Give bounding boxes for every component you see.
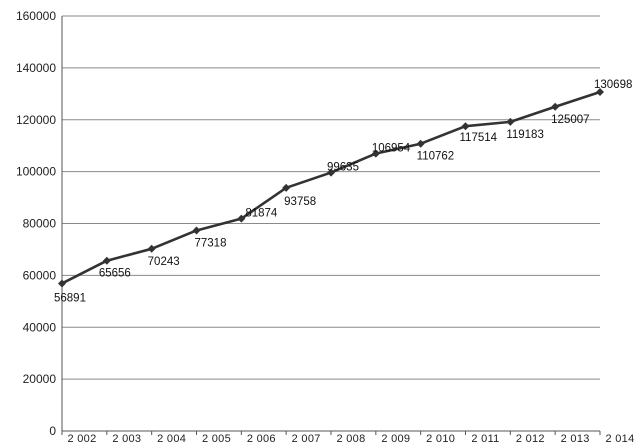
y-tick-label-80000: 80000 (23, 217, 57, 231)
y-tick-label-60000: 60000 (23, 268, 57, 282)
data-label-2009: 106954 (372, 143, 411, 155)
y-tick-label-120000: 120000 (16, 113, 56, 127)
x-tick-label-2013: 2 013 (561, 433, 590, 445)
y-tick-label-140000: 140000 (16, 61, 56, 75)
data-point-2002 (58, 279, 66, 288)
y-tick-label-0: 0 (49, 424, 56, 438)
x-tick-label-2006: 2 006 (247, 433, 276, 445)
data-labels: 56891 65656 70243 77318 81874 93758 99635 10695… (54, 79, 632, 304)
x-tick-label-2007: 2 007 (292, 433, 321, 445)
data-point-2010 (416, 139, 425, 148)
gridlines (62, 15, 600, 380)
data-label-2003: 65656 (99, 268, 131, 280)
y-tick-label-100000: 100000 (16, 165, 56, 179)
data-point-2014 (596, 88, 604, 97)
data-point-2003 (102, 256, 111, 265)
x-tick-label-2002: 2 002 (67, 433, 96, 445)
data-point-2011 (461, 122, 470, 131)
data-label-2005: 77318 (195, 237, 227, 249)
data-points (58, 88, 604, 288)
data-point-2007 (282, 183, 291, 192)
x-tick-label-2005: 2 005 (202, 433, 231, 445)
y-axis-ticks: 0 20000 40000 60000 80000 100000 120000 140000 1… (16, 9, 56, 438)
data-point-2013 (551, 102, 560, 111)
data-label-2004: 70243 (148, 256, 180, 268)
data-point-2004 (147, 244, 156, 253)
x-axis-ticks: 2 002 2 003 2 004 2 005 2 006 2 007 2 008 2 009… (61, 431, 634, 445)
data-label-2007: 93758 (284, 196, 316, 208)
series-line (61, 90, 601, 285)
data-label-2010: 110762 (417, 151, 455, 163)
y-tick-label-20000: 20000 (23, 372, 57, 386)
x-tick-label-2014: 2 014 (605, 433, 634, 445)
data-point-2006 (237, 214, 246, 223)
x-tick-label-2003: 2 003 (112, 433, 141, 445)
data-point-2012 (506, 117, 515, 126)
x-tick-label-2010: 2 010 (426, 433, 455, 445)
data-label-2008: 99635 (327, 162, 359, 174)
x-tick-label-2008: 2 008 (336, 433, 365, 445)
data-label-2011: 117514 (460, 132, 498, 144)
data-point-2008 (327, 168, 335, 177)
y-tick-label-40000: 40000 (23, 320, 57, 334)
data-label-2013: 125007 (551, 114, 589, 126)
y-tick-label-160000: 160000 (16, 9, 56, 23)
x-tick-label-2004: 2 004 (157, 433, 186, 445)
x-tick-label-2011: 2 011 (471, 433, 499, 445)
x-tick-label-2012: 2 012 (516, 433, 545, 445)
data-label-2012: 119183 (506, 129, 544, 141)
data-label-2014: 130698 (594, 79, 632, 91)
data-point-2009 (371, 149, 380, 158)
data-label-2006: 81874 (245, 208, 278, 220)
data-point-2005 (192, 226, 201, 235)
data-label-2002: 56891 (54, 292, 86, 304)
x-tick-label-2009: 2 009 (381, 433, 410, 445)
